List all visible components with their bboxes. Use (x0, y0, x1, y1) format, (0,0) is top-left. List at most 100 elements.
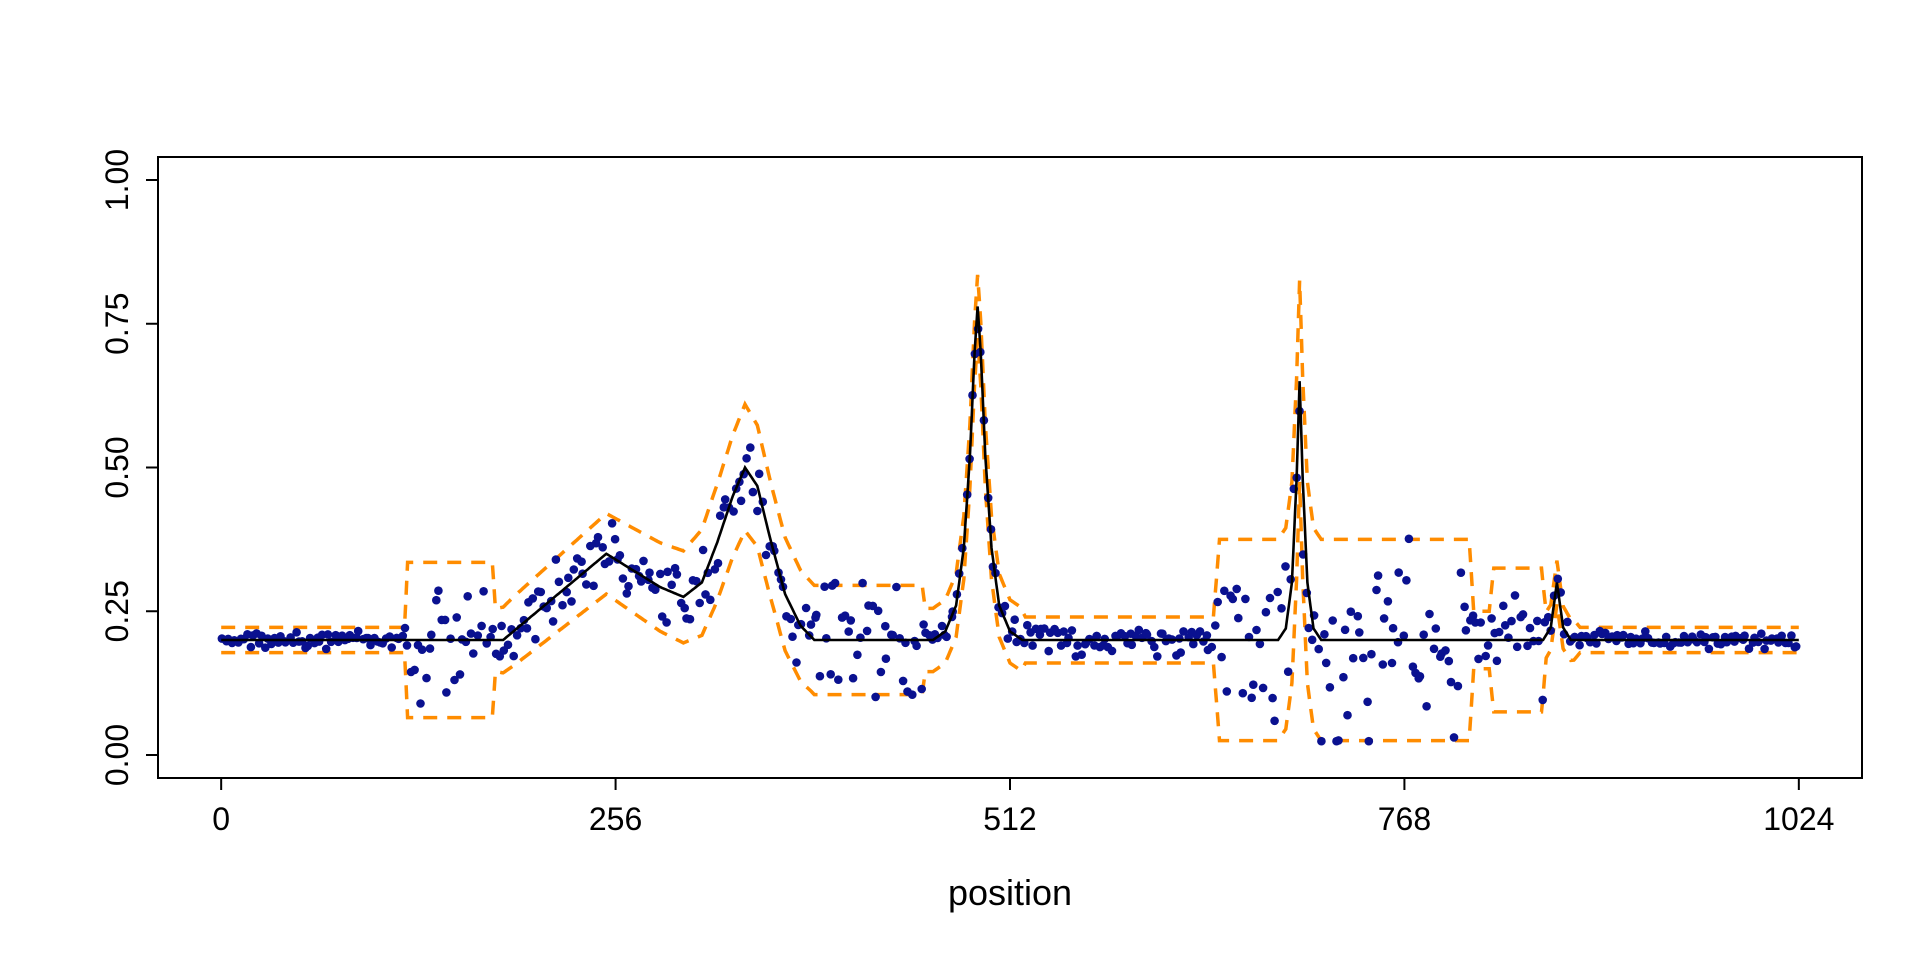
y-tick-label: 0.50 (99, 436, 135, 498)
scatter-point (1258, 683, 1268, 693)
scatter-point (663, 567, 672, 577)
x-tick-label: 768 (1378, 801, 1431, 837)
scatter-point (1265, 593, 1275, 603)
scatter-point (892, 582, 901, 592)
scatter-point (1468, 611, 1478, 620)
scatter-point (1791, 642, 1801, 651)
mean-line (221, 306, 1799, 642)
scatter-point (1777, 631, 1786, 641)
scatter-point (1150, 642, 1159, 652)
scatter-point (651, 585, 660, 594)
scatter-point (497, 621, 506, 631)
scatter-point (1740, 631, 1749, 640)
scatter-point (1317, 736, 1326, 746)
scatter-point (1387, 658, 1397, 668)
scatter-point (1553, 574, 1563, 584)
scatter-point (1619, 630, 1628, 640)
scatter-point (715, 511, 725, 520)
scatter-point (729, 507, 738, 516)
scatter-point (1523, 641, 1532, 651)
scatter-point (1510, 591, 1520, 600)
y-tick-label: 0.00 (99, 724, 135, 786)
scatter-point (786, 614, 796, 624)
scatter-point (1367, 649, 1376, 659)
scatter-point (698, 545, 708, 555)
scatter-point (1431, 624, 1441, 633)
scatter-point (937, 621, 947, 631)
scatter-point (1252, 625, 1261, 635)
scatter-point (1461, 626, 1471, 635)
scatter-point (1247, 693, 1256, 703)
scatter-point (1487, 614, 1496, 623)
scatter-point (1704, 644, 1714, 654)
scatter-point (402, 641, 412, 650)
scatter-point (1059, 627, 1068, 636)
scatter-point (1492, 656, 1502, 666)
scatter-point (908, 690, 917, 699)
scatter-point (593, 532, 603, 542)
scatter-point (1179, 627, 1188, 636)
scatter-point (1176, 648, 1185, 657)
scatter-point (1207, 642, 1217, 652)
scatter-point (1232, 584, 1241, 594)
scatter-point (761, 550, 771, 560)
scatter-point (569, 565, 579, 574)
scatter-point (425, 644, 435, 653)
scatter-point (567, 597, 576, 606)
scatter-point (639, 556, 648, 566)
y-axis: 0.00 0.25 0.50 0.75 1.00 (99, 149, 158, 786)
scatter-point (820, 582, 829, 591)
scatter-point (840, 611, 850, 620)
scatter-point (1321, 658, 1331, 668)
scatter-point (680, 603, 689, 613)
scatter-point (753, 506, 762, 516)
scatter-point (1153, 652, 1162, 661)
scatter-point (1744, 644, 1754, 653)
scatter-point (748, 487, 758, 497)
plot-box (157, 156, 1863, 779)
scatter-point (1383, 597, 1393, 606)
scatter-point (1444, 656, 1454, 666)
scatter-point (558, 600, 567, 610)
scatter-point (1270, 716, 1279, 726)
scatter-point (834, 675, 843, 684)
scatter-point (1073, 641, 1082, 650)
y-tick-label: 1.00 (99, 149, 135, 211)
scatter-point (1363, 697, 1372, 707)
scatter-point (1402, 576, 1411, 585)
scatter-point (417, 645, 427, 654)
scatter-point (1538, 695, 1547, 705)
scatter-point (1453, 681, 1463, 691)
scatter-point (1334, 736, 1343, 745)
scatter-point (410, 665, 419, 675)
scatter-point (624, 581, 633, 591)
scatter-point (548, 617, 558, 626)
scatter-point (1238, 688, 1248, 698)
scatter-point (736, 496, 746, 506)
scatter-point (331, 630, 341, 640)
scatter-point (1220, 586, 1229, 596)
scatter-point (1388, 623, 1398, 633)
scatter-point (1641, 627, 1650, 636)
scatter-point (434, 586, 443, 595)
x-tick-label: 0 (212, 801, 230, 837)
scatter-point (477, 621, 486, 631)
scatter-point (742, 454, 751, 463)
scatter-point (1213, 597, 1222, 607)
scatter-point (1760, 644, 1769, 654)
scatter-point (876, 667, 886, 677)
scatter-point (830, 578, 840, 588)
scatter-point (656, 569, 665, 579)
scatter-point (1281, 562, 1290, 571)
scatter-point (1441, 646, 1450, 655)
x-axis-title: position (947, 872, 1073, 913)
scatter-point (1195, 627, 1205, 636)
scatter-point (1189, 639, 1198, 649)
scatter-point (1241, 594, 1250, 604)
scatter-point (1340, 625, 1350, 635)
scatter-point (582, 580, 591, 589)
scatter-point (1757, 629, 1766, 638)
scatter-point (1044, 646, 1053, 656)
scatter-point (1446, 677, 1456, 687)
